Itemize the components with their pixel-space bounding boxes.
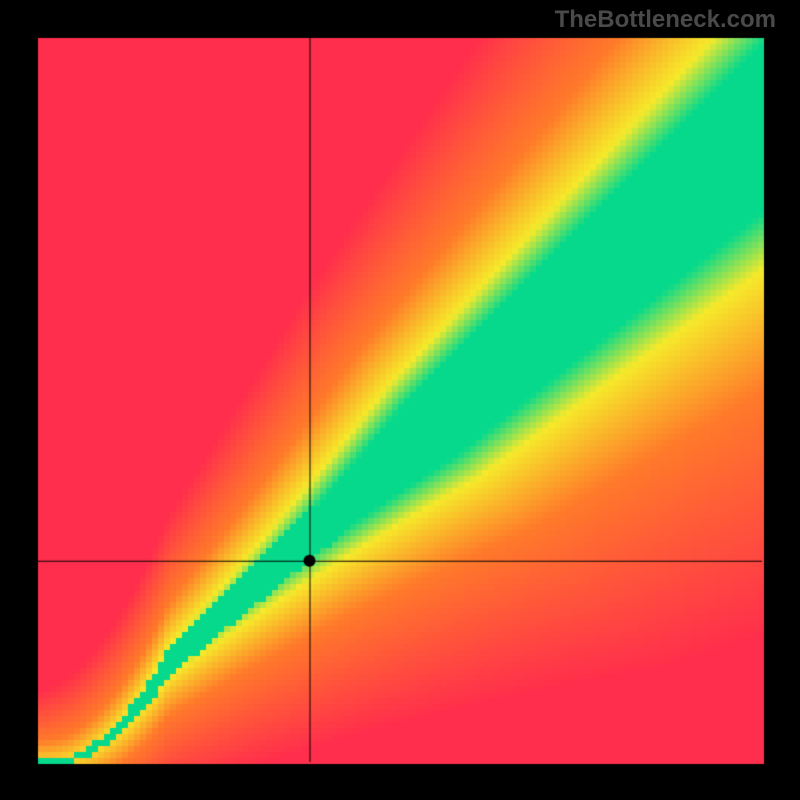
watermark-text: TheBottleneck.com [555,6,776,34]
bottleneck-heatmap [0,0,800,800]
chart-container: { "watermark": { "text": "TheBottleneck.… [0,0,800,800]
